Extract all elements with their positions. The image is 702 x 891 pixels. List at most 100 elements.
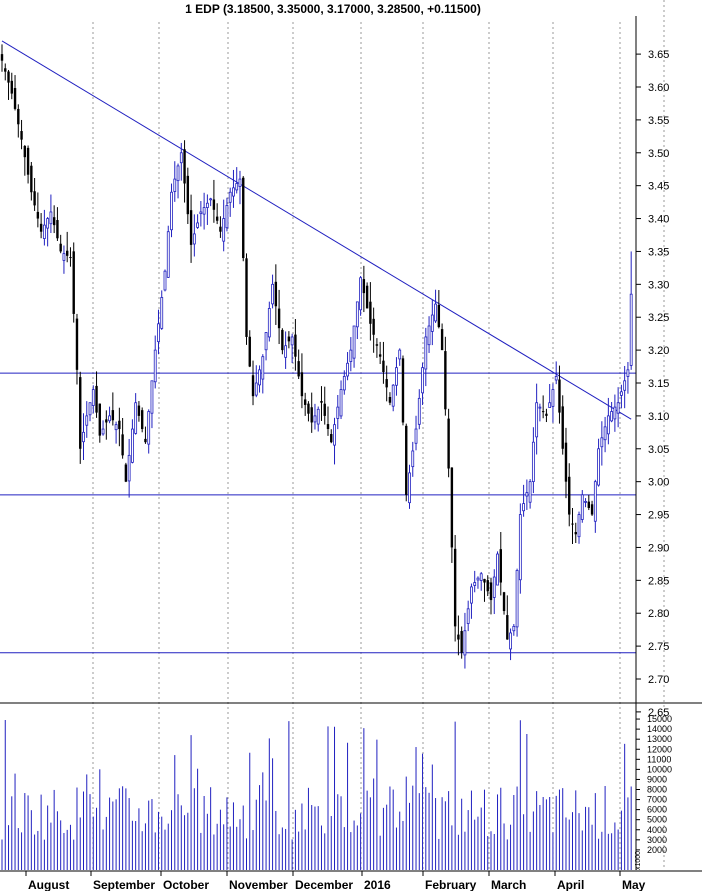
candle-body-up — [512, 625, 516, 632]
price-tick-label: 3.45 — [648, 181, 669, 193]
candle-body-down — [66, 250, 69, 256]
candle-body-down — [52, 217, 56, 226]
candle-body-up — [134, 402, 138, 434]
price-tick-label: 3.00 — [648, 477, 669, 489]
candle-body-up — [580, 494, 584, 520]
candle-body-up — [349, 349, 353, 362]
candle-body-down — [7, 71, 10, 83]
candle-body-down — [274, 281, 278, 307]
candle-body-down — [281, 329, 284, 351]
candle-body-up — [91, 389, 95, 406]
candle-body-up — [264, 332, 268, 351]
candle-body-up — [267, 308, 271, 338]
price-axis-labels: 3.65 3.60 3.55 3.50 3.45 3.40 3.35 3.30 3.25 3.20… — [636, 49, 669, 719]
price-tick-label: 3.20 — [648, 345, 669, 357]
candle-body-down — [453, 548, 457, 627]
volume-tick-label: 10000 — [647, 764, 672, 774]
volume-tick-label: 7000 — [647, 795, 667, 805]
price-tick-label: 3.35 — [648, 246, 669, 258]
candle-body-up — [163, 270, 167, 291]
candle-body-down — [574, 532, 577, 535]
candle-body-down — [362, 279, 366, 294]
candle-body-up — [525, 492, 529, 497]
candle-body-down — [212, 199, 216, 210]
month-label: October — [163, 878, 209, 891]
candle-body-up — [82, 431, 85, 443]
price-bars — [0, 44, 633, 669]
candle-body-up — [522, 503, 525, 512]
candle-body-down — [300, 372, 304, 397]
candle-body-down — [186, 175, 190, 215]
candle-body-down — [140, 410, 144, 430]
candle-body-down — [323, 403, 326, 416]
candle-body-down — [23, 146, 27, 158]
candle-body-up — [225, 204, 229, 229]
candle-body-down — [558, 379, 561, 413]
volume-tick-label: 14000 — [647, 724, 672, 734]
volume-tick-label: 9000 — [647, 774, 667, 784]
candle-body-down — [111, 410, 115, 421]
candle-body-down — [590, 504, 594, 515]
candle-body-up — [430, 314, 434, 332]
candle-body-down — [502, 592, 506, 612]
candle-body-up — [551, 389, 555, 407]
candle-body-up — [209, 198, 213, 201]
volume-tick-label: 5000 — [647, 815, 667, 825]
volume-unit-label: x1000 — [635, 851, 642, 870]
candle-body-up — [202, 207, 206, 215]
candle-body-down — [486, 580, 489, 592]
candle-body-up — [261, 356, 265, 380]
candle-body-up — [496, 553, 499, 586]
month-label: April — [557, 878, 584, 891]
candle-body-down — [36, 211, 40, 219]
candle-body-up — [606, 415, 610, 435]
candle-body-down — [587, 501, 590, 508]
candle-body-down — [440, 329, 444, 351]
candle-body-down — [489, 582, 493, 601]
candle-body-down — [30, 165, 33, 193]
candle-body-up — [342, 376, 346, 391]
candle-body-up — [479, 573, 483, 581]
candle-body-down — [401, 358, 405, 423]
candle-body-down — [568, 476, 571, 515]
volume-tick-label: 12000 — [647, 744, 672, 754]
volume-tick-label: 11000 — [647, 754, 671, 764]
candle-body-down — [95, 385, 98, 413]
candle-body-up — [130, 428, 134, 463]
candle-body-up — [333, 424, 336, 446]
candle-body-up — [600, 437, 604, 448]
candle-body-down — [460, 631, 463, 653]
candle-body-down — [447, 418, 450, 469]
price-tick-label: 3.60 — [648, 82, 669, 94]
candle-body-up — [548, 402, 552, 408]
volume-tick-label: 4000 — [647, 825, 667, 835]
candle-body-down — [277, 308, 281, 329]
candle-body-down — [242, 177, 245, 259]
candle-body-down — [219, 226, 222, 232]
candle-body-up — [626, 369, 630, 377]
candle-body-down — [13, 88, 17, 109]
candle-body-up — [492, 576, 496, 598]
month-label: September — [93, 878, 155, 891]
candle-body-up — [46, 218, 50, 229]
price-tick-label: 2.65 — [648, 707, 669, 719]
chart-title: 1 EDP (3.18500, 3.35000, 3.17000, 3.2850… — [185, 2, 481, 16]
candle-body-down — [444, 351, 447, 410]
candle-body-up — [476, 577, 480, 581]
candle-body-up — [395, 367, 398, 386]
candle-body-down — [183, 149, 186, 184]
candle-body-down — [571, 523, 574, 525]
candle-body-up — [238, 178, 242, 187]
candle-body-up — [258, 369, 261, 386]
candle-body-down — [457, 634, 460, 640]
candle-body-down — [4, 68, 7, 72]
candle-body-up — [108, 415, 111, 422]
price-tick-label: 3.25 — [648, 312, 669, 324]
candle-body-up — [88, 402, 92, 416]
candle-body-down — [75, 318, 79, 370]
gridlines — [92, 22, 621, 870]
candle-body-up — [603, 426, 607, 441]
volume-tick-label: 8000 — [647, 785, 667, 795]
candle-body-down — [405, 425, 408, 495]
candle-body-down — [378, 354, 382, 357]
